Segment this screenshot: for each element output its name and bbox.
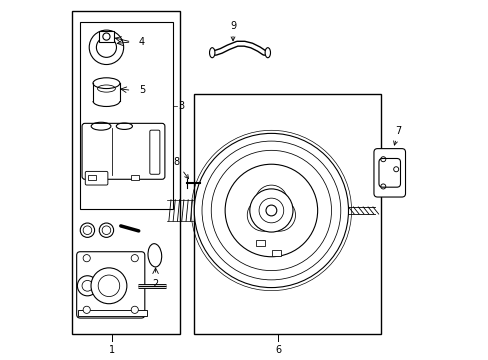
Text: 5: 5 [139,85,144,95]
Bar [194,94,380,334]
Circle shape [83,255,90,262]
Bar [78,310,146,316]
Bar [272,250,281,256]
Bar [88,175,96,180]
Circle shape [131,306,138,314]
FancyBboxPatch shape [82,123,164,179]
FancyBboxPatch shape [77,252,144,318]
Text: 4: 4 [139,37,144,47]
Text: 7: 7 [393,126,401,145]
Ellipse shape [264,48,270,58]
Circle shape [91,268,126,304]
Circle shape [77,276,97,296]
Circle shape [249,189,292,232]
Text: 2: 2 [152,279,159,289]
Text: 9: 9 [229,21,236,41]
Ellipse shape [209,48,214,58]
Circle shape [131,255,138,262]
Circle shape [224,164,317,257]
Bar [80,22,172,209]
FancyBboxPatch shape [373,149,405,197]
Circle shape [194,134,348,288]
FancyBboxPatch shape [85,171,108,185]
Bar [256,240,264,246]
Text: 8: 8 [173,157,188,179]
Circle shape [83,306,90,314]
Bar [72,12,180,334]
Bar [131,175,139,180]
FancyBboxPatch shape [149,130,160,174]
Bar [99,31,114,42]
Text: 1: 1 [108,345,115,355]
Text: 3: 3 [178,101,184,111]
Text: 6: 6 [275,345,281,355]
